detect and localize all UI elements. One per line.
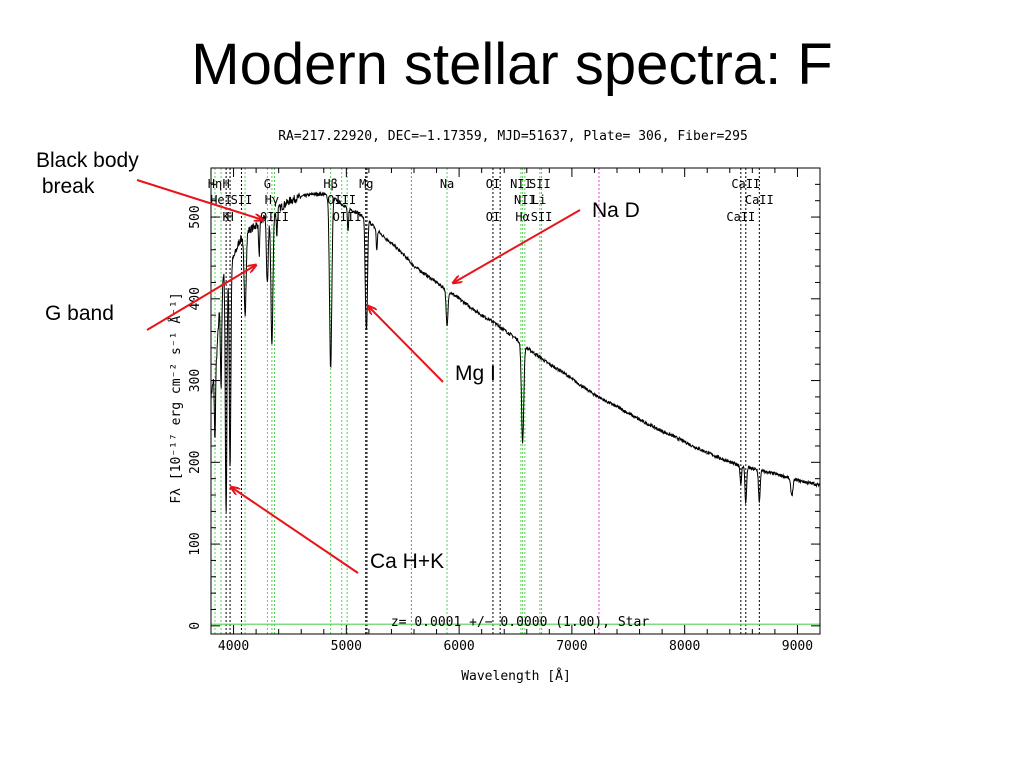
black-body-break-arrow — [136, 179, 263, 220]
line-id-label: H — [226, 210, 233, 224]
line-id-label: SII — [531, 210, 553, 224]
x-tick-label: 5000 — [331, 639, 362, 654]
line-id-label: Hβ — [323, 177, 337, 191]
line-id-label: H — [222, 177, 229, 191]
line-id-label: Hγ — [265, 193, 279, 207]
x-axis-label: Wavelength [Å] — [461, 668, 571, 684]
mg-i-arrow — [368, 306, 444, 383]
x-tick-label: 6000 — [443, 639, 474, 654]
chart-footer-text: z= 0.0001 +/− 0.0000 (1.00), Star — [391, 615, 649, 630]
annotation-arrows — [136, 179, 581, 574]
line-id-label: OI — [486, 210, 500, 224]
g-band-label: G band — [45, 302, 114, 325]
axis-ticks: 4000 5000 6000 7000 8000 9000 0 100 200 300 400 500 — [188, 168, 821, 654]
g-band-arrow — [146, 265, 256, 331]
line-id-label: OIII — [333, 210, 362, 224]
line-id-label: SII — [529, 177, 551, 191]
line-id-label: Na — [440, 177, 454, 191]
line-id-label: OIII — [327, 193, 356, 207]
slide-title: Modern stellar spectra: F — [191, 32, 833, 97]
chart-title: RA=217.22920, DEC=−1.17359, MJD=51637, P… — [278, 129, 748, 144]
line-id-label: Mg — [359, 177, 373, 191]
y-tick-label: 0 — [188, 622, 203, 630]
line-id-label: CaII — [745, 193, 774, 207]
y-tick-label: 100 — [188, 532, 203, 555]
y-tick-label: 500 — [188, 205, 203, 228]
line-id-label: NII — [514, 193, 536, 207]
line-id-label: SII — [231, 193, 253, 207]
black-body-break-label: Black body break — [36, 149, 139, 199]
ca-hk-label: Ca H+K — [370, 550, 445, 573]
y-tick-label: 300 — [188, 369, 203, 392]
line-id-label: G — [264, 177, 271, 191]
line-id-label: Hα — [515, 210, 529, 224]
spectrum-line — [210, 190, 821, 512]
line-id-label: Hη — [208, 177, 222, 191]
line-id-label: Li — [532, 193, 546, 207]
y-tick-label: 200 — [188, 451, 203, 474]
line-id-label: OIII — [260, 210, 289, 224]
ca-hk-arrow — [231, 487, 359, 574]
x-tick-label: 9000 — [782, 639, 813, 654]
na-d-arrow — [453, 209, 581, 283]
na-d-label: Na D — [592, 199, 640, 222]
y-axis-label: Fλ [10⁻¹⁷ erg cm⁻² s⁻¹ Å⁻¹] — [168, 292, 184, 503]
line-id-label: CaII — [726, 210, 755, 224]
reference-lines — [214, 168, 760, 634]
line-id-label: CaII — [731, 177, 760, 191]
y-tick-label: 400 — [188, 287, 203, 310]
x-tick-label: 8000 — [669, 639, 700, 654]
x-tick-label: 4000 — [218, 639, 249, 654]
line-id-label: K — [222, 210, 230, 224]
x-tick-label: 7000 — [556, 639, 587, 654]
line-id-label: OI — [486, 177, 500, 191]
plot-frame — [210, 167, 821, 635]
line-id-label: HeI — [210, 193, 232, 207]
mg-i-label: Mg I — [455, 362, 496, 385]
line-id-label: NII — [510, 177, 532, 191]
